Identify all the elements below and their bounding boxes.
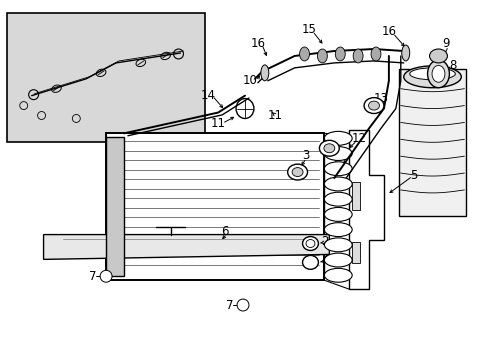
Ellipse shape — [401, 45, 409, 61]
Text: 13: 13 — [331, 154, 346, 167]
Polygon shape — [348, 130, 383, 289]
Ellipse shape — [370, 47, 380, 61]
Ellipse shape — [324, 268, 351, 282]
Ellipse shape — [319, 140, 339, 156]
Text: 12: 12 — [351, 132, 366, 145]
Text: 11: 11 — [210, 117, 225, 130]
Text: 8: 8 — [449, 59, 456, 72]
Text: 14: 14 — [201, 89, 215, 102]
Text: 11: 11 — [267, 109, 282, 122]
Ellipse shape — [364, 98, 383, 113]
Bar — [398, 69, 466, 216]
Text: 10: 10 — [242, 74, 257, 87]
Text: 1: 1 — [337, 208, 345, 221]
Text: 13: 13 — [373, 92, 387, 105]
Bar — [7, 13, 205, 142]
Circle shape — [100, 270, 112, 282]
Ellipse shape — [368, 101, 379, 110]
Bar — [106, 133, 324, 280]
Text: 16: 16 — [381, 24, 396, 38]
Ellipse shape — [291, 168, 303, 176]
Ellipse shape — [324, 192, 351, 206]
Ellipse shape — [324, 162, 351, 176]
Ellipse shape — [323, 144, 334, 153]
Ellipse shape — [324, 253, 351, 267]
Ellipse shape — [324, 207, 351, 221]
Ellipse shape — [409, 68, 454, 80]
Ellipse shape — [431, 66, 444, 82]
Ellipse shape — [302, 237, 318, 251]
Text: 15: 15 — [302, 23, 316, 36]
Text: 3: 3 — [301, 149, 308, 162]
Ellipse shape — [324, 131, 351, 145]
Ellipse shape — [260, 65, 268, 81]
Ellipse shape — [324, 238, 351, 252]
Bar — [351, 242, 359, 264]
Polygon shape — [43, 235, 328, 260]
Text: 2: 2 — [321, 235, 328, 248]
Ellipse shape — [324, 177, 351, 191]
Circle shape — [237, 299, 248, 311]
Text: 7: 7 — [226, 298, 233, 311]
Ellipse shape — [335, 47, 345, 61]
Ellipse shape — [287, 164, 307, 180]
Text: 5: 5 — [409, 168, 417, 181]
Text: 4: 4 — [321, 254, 328, 267]
Ellipse shape — [299, 47, 309, 61]
Ellipse shape — [427, 60, 448, 88]
Ellipse shape — [403, 66, 460, 88]
Text: 16: 16 — [250, 37, 265, 50]
Ellipse shape — [324, 147, 351, 161]
Ellipse shape — [324, 223, 351, 237]
Ellipse shape — [352, 49, 362, 63]
Text: 7: 7 — [89, 270, 97, 283]
Ellipse shape — [428, 49, 447, 63]
Text: 6: 6 — [221, 225, 228, 238]
Bar — [351, 182, 359, 210]
Ellipse shape — [302, 255, 318, 269]
Bar — [106, 137, 123, 276]
Text: 9: 9 — [442, 37, 449, 50]
Ellipse shape — [317, 49, 326, 63]
Ellipse shape — [305, 239, 314, 247]
